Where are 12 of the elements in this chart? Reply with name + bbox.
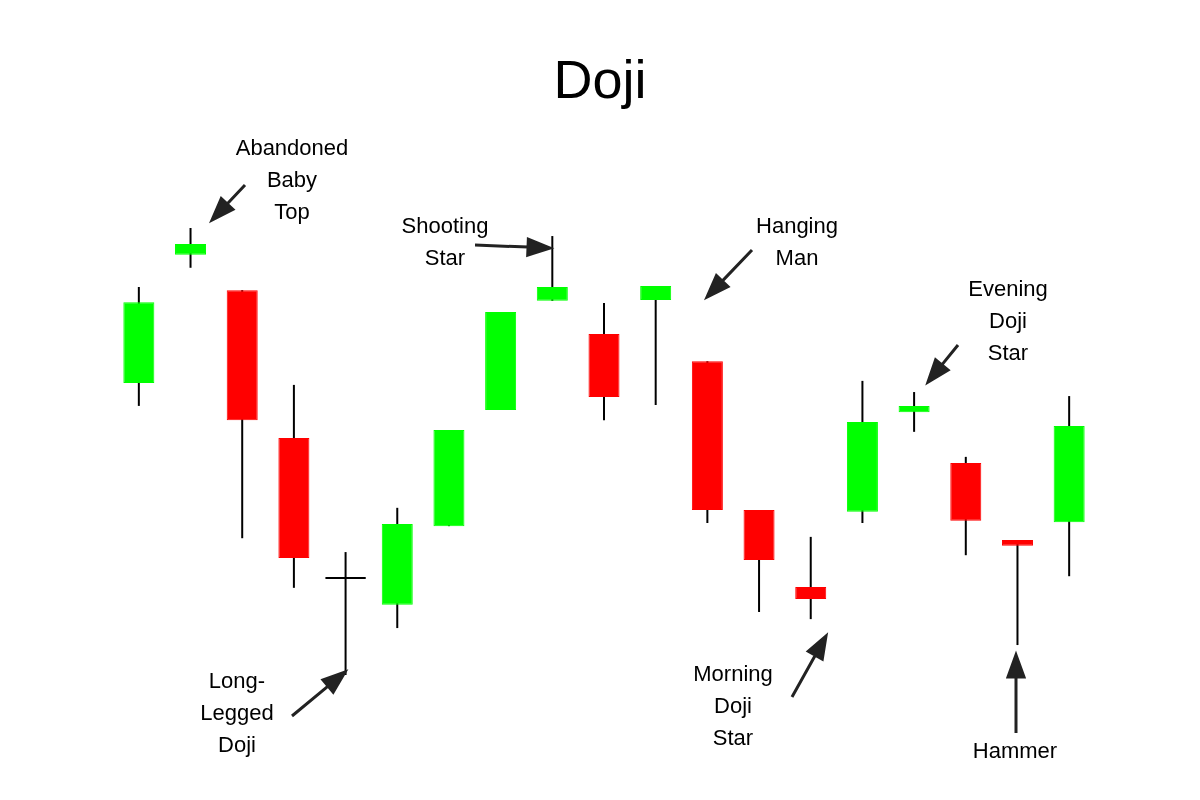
candlestick (795, 535, 827, 621)
text: Hammer (972, 737, 1058, 765)
annotation: Long-Legged Doji (200, 667, 274, 759)
chart-title: Doji (552, 48, 648, 110)
annotation: Shooting Star (401, 212, 489, 272)
annotation: Morning Doji Star (693, 660, 773, 752)
annotation: Evening Doji Star (968, 275, 1048, 367)
annotation: Hanging Man (756, 212, 838, 272)
candlestick (640, 285, 672, 407)
candlestick (898, 391, 930, 433)
text: Abandoned Baby Top (235, 134, 349, 226)
candlestick (1001, 539, 1033, 647)
